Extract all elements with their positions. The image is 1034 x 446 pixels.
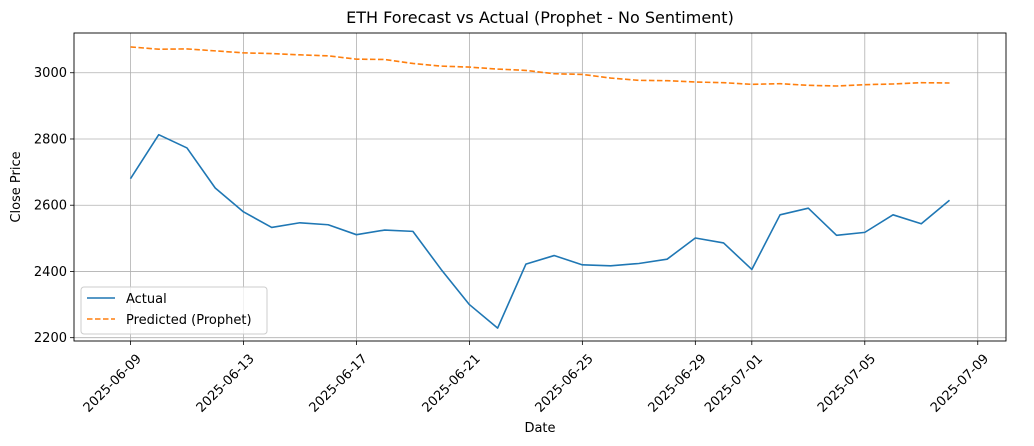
x-tick-label: 2025-06-09 xyxy=(81,352,145,416)
plot-frame xyxy=(73,32,1007,342)
y-tick-label: 2400 xyxy=(34,265,67,280)
x-tick-label: 2025-06-29 xyxy=(646,352,710,416)
x-tick-label: 2025-07-09 xyxy=(928,352,992,416)
legend-label-predicted: Predicted (Prophet) xyxy=(126,313,252,328)
x-tick-label: 2025-06-21 xyxy=(420,352,484,416)
y-tick-label: 2600 xyxy=(34,199,67,214)
series-line-predicted xyxy=(130,46,950,87)
series-layer xyxy=(129,46,951,329)
legend: Actual Predicted (Prophet) xyxy=(80,286,268,335)
x-tick-label: 2025-06-13 xyxy=(194,352,258,416)
y-tick-label: 2800 xyxy=(34,132,67,147)
x-tick-label: 2025-06-25 xyxy=(533,352,597,416)
x-tick-label: 2025-07-01 xyxy=(702,352,766,416)
x-tick-label: 2025-07-05 xyxy=(815,352,879,416)
y-tick-label: 3000 xyxy=(34,66,67,81)
series-line-actual xyxy=(129,133,951,329)
x-axis-label: Date xyxy=(524,421,555,436)
y-tick-label: 2200 xyxy=(34,331,67,346)
y-axis-label: Close Price xyxy=(9,151,24,222)
tick-layer: 2025-06-09 2025-06-13 2025-06-17 2025-06-21… xyxy=(34,66,992,415)
chart-title: ETH Forecast vs Actual (Prophet - No Sen… xyxy=(346,8,734,27)
legend-box xyxy=(80,286,268,335)
x-tick-label: 2025-06-17 xyxy=(307,352,371,416)
legend-label-actual: Actual xyxy=(126,292,167,307)
